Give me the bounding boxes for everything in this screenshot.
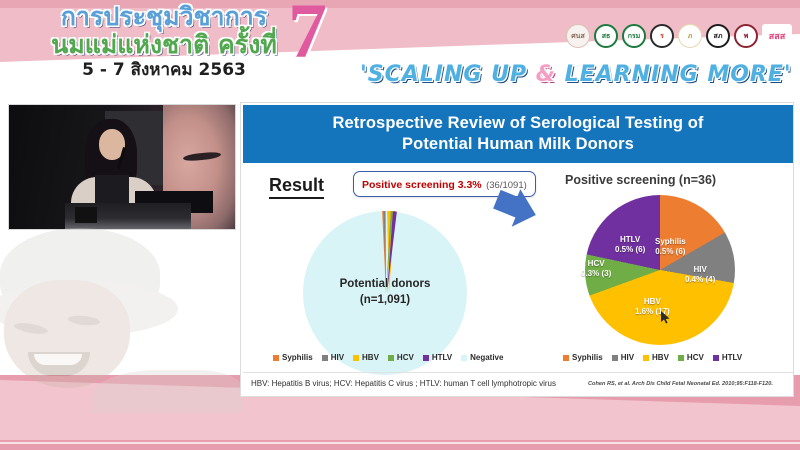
slogan-part2: LEARNING MORE' (555, 62, 792, 87)
speaker-video-feed[interactable] (8, 104, 236, 230)
positive-pie-title: Positive screening (n=36) (565, 173, 717, 187)
positive-screening-pie: Syphilis 0.5% (6) HIV 0.4% (4) HBV 1.6% … (577, 195, 755, 347)
watermark-hat (0, 228, 160, 320)
slice-label-hcv: HCV 0.3% (3) (581, 259, 611, 280)
slice-label-hbv-name: HBV (643, 297, 661, 306)
slice-label-hiv: HIV 0.4% (4) (685, 265, 715, 286)
conference-title-line2: นมแม่แห่งชาติ ครั้งที่ (51, 30, 277, 59)
pie-center-subtitle: (n=1,091) (359, 293, 411, 306)
legend-label-syphilis: Syphilis (282, 353, 313, 362)
medical-council-logo: พ (734, 24, 758, 48)
conference-date: 5 - 7 สิงหาคม 2563 (82, 60, 246, 80)
ministry-health-logo: สธ (594, 24, 618, 48)
edition-number: 7 (288, 0, 327, 74)
breastfeeding-center-logo: ศนส (566, 24, 590, 48)
sponsor-logo-row: ศนส สธ กรม ร ภ สภ พ สสส (566, 24, 792, 48)
podium-plate (75, 207, 97, 223)
legend-swatch-syphilis (273, 354, 279, 361)
legend2-swatch-hiv (611, 354, 618, 361)
slice-label-hbv-value: 1.6% (17) (635, 307, 670, 317)
legend2-label-hcv: HCV (686, 353, 704, 362)
legend2-label-hiv: HIV (620, 353, 635, 362)
slice-label-htlv: HTLV 0.5% (6) (615, 235, 645, 256)
potential-donors-pie: Potential donors (n=1,091) (285, 210, 485, 377)
slogan-part1: 'SCALING UP (360, 62, 536, 87)
slice-label-htlv-name: HTLV (619, 235, 641, 244)
thaihealth-logo: สสส (762, 24, 792, 48)
legend-item-negative: Negative (461, 353, 503, 362)
child-photo-watermark (0, 228, 246, 413)
slide-title-bar: Retrospective Review of Serological Test… (243, 105, 793, 163)
legend-item-hiv: HIV (321, 353, 345, 362)
watermark-face (4, 280, 130, 388)
legend-swatch-hcv (387, 354, 394, 361)
pie-center-title: Potential donors (339, 278, 431, 290)
slice-label-hiv-name: HIV (693, 265, 707, 274)
callout-percent: Positive screening 3.3% (362, 179, 482, 191)
result-heading: Result (269, 175, 325, 199)
slogan-ampersand: & (535, 62, 556, 87)
slice-label-hiv-value: 0.4% (4) (685, 275, 716, 285)
conference-slogan: 'SCALING UP & LEARNING MORE' (360, 62, 792, 87)
legend-swatch-hiv (321, 354, 328, 361)
watermark-shoulder (92, 370, 242, 413)
legend2-item-syphilis: Syphilis (563, 353, 603, 362)
slice-label-hcv-value: 0.3% (3) (581, 269, 612, 279)
slice-label-syphilis: Syphilis 0.5% (6) (655, 237, 686, 258)
slice-label-hcv-name: HCV (587, 259, 605, 268)
legend2-item-htlv: HTLV (712, 353, 743, 362)
legend2-swatch-hcv (677, 354, 684, 361)
legend-potential-donors: Syphilis HIV HBV HCV HTLV Negative (273, 353, 503, 362)
conference-title-line1: การประชุมวิชาการ (60, 2, 268, 31)
legend2-item-hbv: HBV (643, 353, 669, 362)
legend-label-hiv: HIV (330, 353, 345, 362)
legend-item-htlv: HTLV (422, 353, 453, 362)
legend2-label-hbv: HBV (652, 353, 669, 362)
legend-label-hbv: HBV (362, 353, 379, 362)
presentation-slide: Retrospective Review of Serological Test… (240, 102, 794, 397)
conference-title-thai: การประชุมวิชาการ นมแม่แห่งชาติ ครั้งที่ … (14, 4, 314, 79)
legend2-item-hcv: HCV (677, 353, 704, 362)
legend2-swatch-hbv (643, 354, 650, 361)
legend2-swatch-htlv (712, 354, 719, 361)
pie-negative-slice (303, 211, 467, 375)
legend-swatch-hbv (353, 354, 360, 361)
legend2-label-syphilis: Syphilis (572, 353, 603, 362)
callout-fraction: (36/1091) (486, 180, 527, 191)
blue-arrow-icon (493, 189, 536, 227)
legend-item-hbv: HBV (353, 353, 379, 362)
slice-label-syphilis-value: 0.5% (6) (655, 247, 686, 257)
nursing-council-logo: สภ (706, 24, 730, 48)
department-health-logo: กรม (622, 24, 646, 48)
mouse-cursor-icon (661, 311, 670, 324)
watermark-hat-brim (0, 282, 178, 336)
legend2-swatch-syphilis (563, 354, 569, 361)
slide-footnote-bar: HBV: Hepatitis B virus; HCV: Hepatitis C… (243, 372, 793, 394)
pie-center-label: Potential donors (n=1,091) (285, 277, 485, 308)
legend-label-negative: Negative (470, 353, 504, 362)
watermark-teeth (34, 354, 82, 365)
legend-swatch-negative (461, 354, 468, 361)
slice-label-hbv: HBV 1.6% (17) (635, 297, 670, 318)
slice-label-syphilis-name: Syphilis (655, 237, 686, 246)
slide-title-line1: Retrospective Review of Serological Test… (332, 113, 704, 132)
legend-item-hcv: HCV (387, 353, 414, 362)
legend-swatch-htlv (422, 354, 429, 361)
legend2-item-hiv: HIV (611, 353, 635, 362)
legend2-label-htlv: HTLV (721, 353, 743, 362)
positive-pie-disc (585, 195, 735, 345)
legend-item-syphilis: Syphilis (273, 353, 313, 362)
legend-positive-screening: Syphilis HIV HBV HCV HTLV (563, 353, 742, 362)
source-citation: Cohen RS, et al. Arch Dis Child Fetal Ne… (587, 380, 773, 387)
legend-label-hcv: HCV (396, 353, 414, 362)
royal-college-logo: ร (650, 24, 674, 48)
legend-label-htlv: HTLV (431, 353, 453, 362)
slice-label-htlv-value: 0.5% (6) (615, 245, 646, 255)
slide-title-line2: Potential Human Milk Donors (402, 135, 634, 153)
footer-divider (0, 442, 800, 444)
royal-emblem-logo: ภ (678, 24, 702, 48)
abbreviation-footnote: HBV: Hepatitis B virus; HCV: Hepatitis C… (251, 379, 556, 388)
